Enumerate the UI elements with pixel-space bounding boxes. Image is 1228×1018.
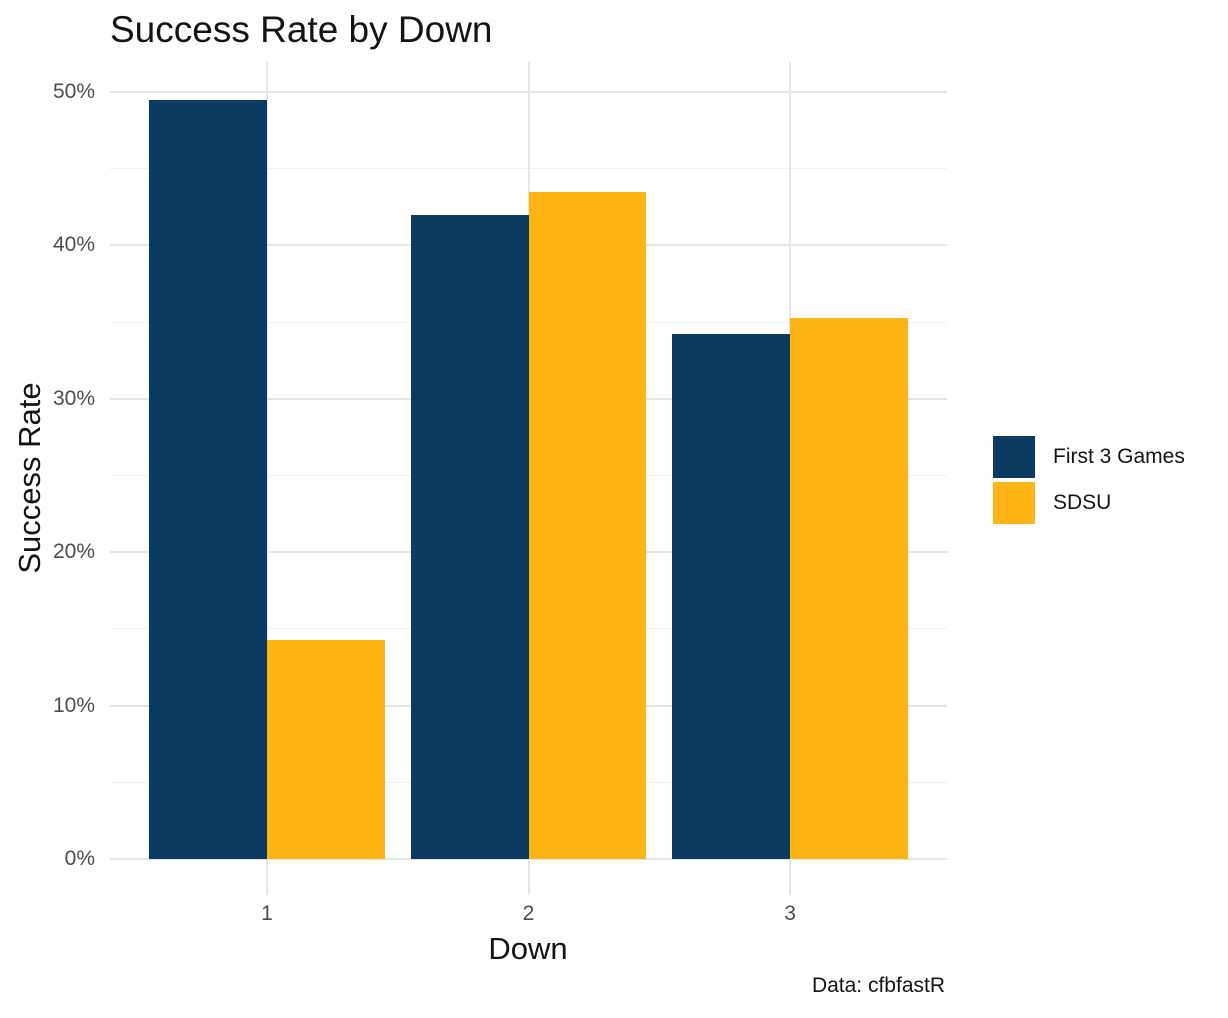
legend-label: SDSU	[1053, 491, 1112, 514]
bar-first-3-games-down-3	[672, 334, 791, 859]
y-tick-label: 0%	[64, 847, 95, 870]
bar-first-3-games-down-2	[410, 214, 529, 859]
bar-first-3-games-down-1	[149, 99, 267, 859]
bar-sdsu-down-1	[266, 639, 385, 859]
x-tick-label: 3	[784, 902, 796, 925]
legend-swatch	[993, 482, 1035, 524]
y-tick-label: 10%	[52, 693, 95, 717]
legend-label: First 3 Games	[1053, 445, 1185, 468]
y-tick-label: 50%	[52, 80, 95, 103]
legend: First 3 Games SDSU	[993, 436, 1185, 528]
chart-title: Success Rate by Down	[110, 9, 493, 50]
y-tick-label: 20%	[52, 540, 95, 564]
legend-item: First 3 Games	[993, 436, 1185, 478]
chart-caption: Data: cfbfastR	[811, 974, 945, 997]
x-tick-label: 2	[522, 902, 535, 925]
bar-sdsu-down-3	[790, 317, 908, 859]
y-tick-label: 40%	[52, 233, 95, 257]
vertical-gridline	[265, 62, 268, 895]
plot-panel	[110, 62, 947, 895]
x-tick-label: 1	[261, 902, 273, 925]
x-axis-title: Down	[488, 931, 568, 966]
legend-swatch	[993, 436, 1035, 478]
legend-item: SDSU	[993, 482, 1185, 524]
y-tick-label: 30%	[52, 386, 95, 410]
bar-sdsu-down-2	[528, 191, 647, 859]
